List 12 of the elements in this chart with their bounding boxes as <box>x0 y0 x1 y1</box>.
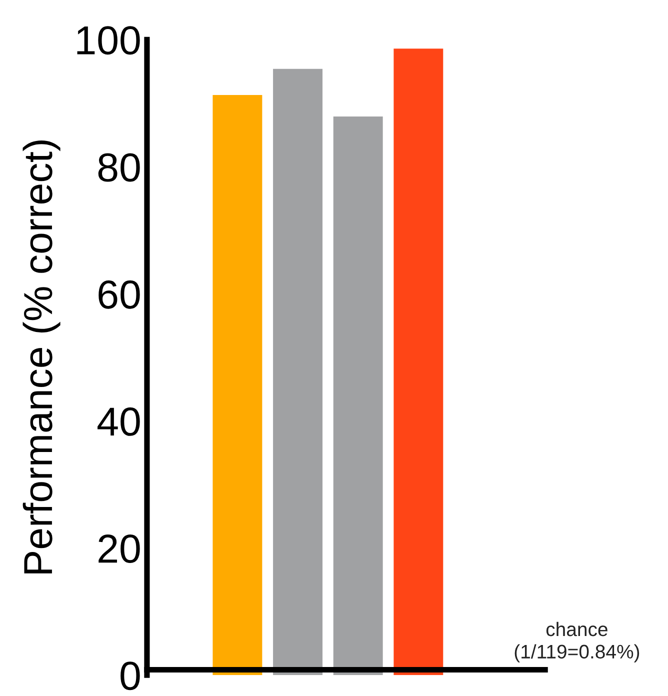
y-tick-label: 20 <box>98 534 140 564</box>
y-tick-label: 40 <box>98 407 140 436</box>
y-axis-title: Performance (% correct) <box>22 140 60 574</box>
y-tick-label: 100 <box>77 26 140 55</box>
y-tick-label: 60 <box>98 280 140 309</box>
bar <box>394 48 444 676</box>
y-tick-label: 80 <box>98 153 140 182</box>
bar <box>333 116 383 676</box>
bar <box>212 94 262 676</box>
y-tick-label: 0 <box>120 662 140 690</box>
ref-line-label: chance (1/119=0.84%) <box>514 622 640 662</box>
bar <box>273 68 322 676</box>
